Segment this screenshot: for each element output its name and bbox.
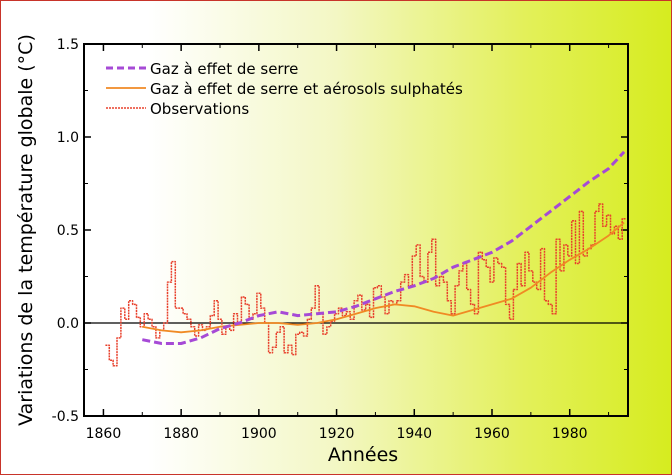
series-line-0 [142, 150, 626, 345]
x-tick-label: 1880 [163, 426, 199, 442]
x-tick-label: 1900 [241, 426, 277, 442]
x-tick-label: 1960 [474, 426, 510, 442]
legend-label-ghg-aerosols: Gaz à effet de serre et aérosols sulphat… [150, 80, 463, 98]
y-tick-label: 1.5 [57, 37, 79, 53]
x-axis-title: Années [328, 444, 398, 466]
series-line-2 [105, 203, 627, 367]
legend-label-observations: Observations [150, 100, 249, 118]
series-layer [105, 150, 627, 367]
x-tick-label: 1980 [552, 426, 588, 442]
x-tick-label: 1860 [86, 426, 122, 442]
y-axis-title: Variations de la température globale (°C… [15, 34, 37, 426]
y-tick-label: -0.5 [52, 409, 79, 425]
x-tick-label: 1940 [396, 426, 432, 442]
legend-label-ghg: Gaz à effet de serre [150, 60, 298, 78]
x-tick-label: 1920 [319, 426, 355, 442]
y-tick-label: 0.0 [57, 316, 79, 332]
y-tick-label: 1.0 [57, 130, 79, 146]
legend: Gaz à effet de serre Gaz à effet de serr… [106, 60, 463, 118]
axis-ticks: 1860 1880 1900 1920 1940 1960 1980 -0.5 0.0 0.5 1.… [52, 37, 628, 442]
y-tick-label: 0.5 [57, 223, 79, 239]
